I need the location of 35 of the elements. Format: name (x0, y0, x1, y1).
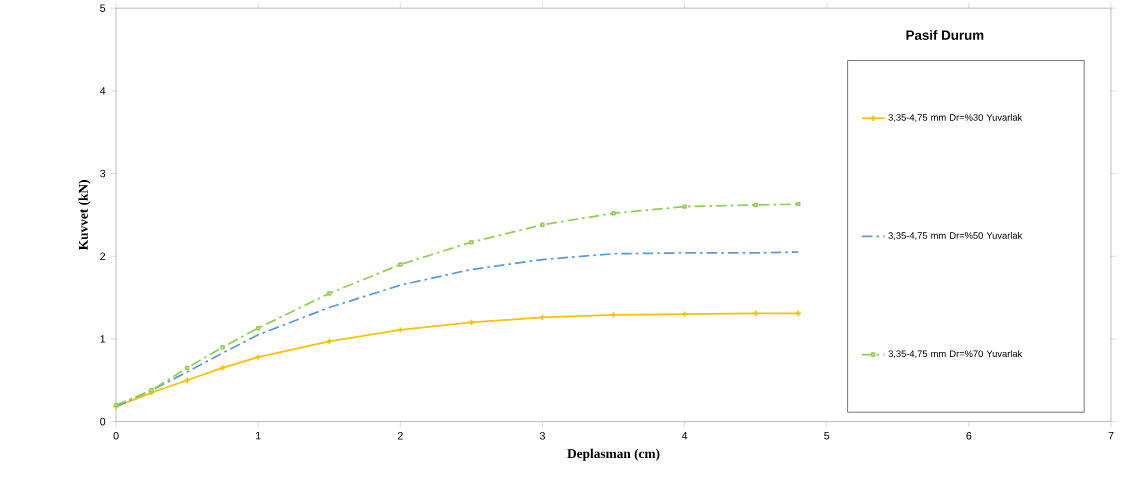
legend-label: 3,35-4,75 mm Dr=%70 Yuvarlak (888, 350, 1023, 359)
point (255, 325, 261, 331)
point (540, 222, 545, 228)
point (219, 364, 227, 372)
point (611, 211, 616, 216)
point (183, 376, 191, 384)
point (753, 202, 758, 208)
y-tick-label: 4 (99, 87, 106, 95)
y-tick-label: 2 (100, 252, 106, 260)
point (398, 262, 403, 267)
point (184, 365, 190, 371)
y-tick-label: 5 (100, 4, 106, 12)
point (469, 239, 474, 245)
x-tick-label: 4 (681, 432, 688, 440)
y-axis-title: Kuvvet (kN) (78, 180, 91, 251)
x-tick-label: 6 (966, 432, 972, 440)
y-tick-label: 0 (100, 417, 106, 426)
legend-label: 3,35-4,75 mm Dr=%30 Yuvarlak (888, 113, 1023, 122)
x-tick-label: 5 (824, 432, 830, 440)
x-axis-title: Deplasman (cm) (567, 448, 660, 461)
y-tick-label: 1 (100, 335, 106, 343)
y-tick-label: 3 (100, 169, 106, 178)
legend-title: Pasif Durum (906, 30, 984, 40)
point (149, 388, 154, 393)
x-tick-label: 3 (539, 432, 545, 440)
x-tick-label: 0 (113, 432, 119, 440)
point (220, 345, 225, 350)
point (796, 201, 801, 207)
legend-label: 3,35-4,75 mm Dr=%50 Yuvarlak (888, 232, 1023, 240)
x-tick-label: 2 (397, 432, 403, 440)
x-tick-label: 1 (256, 432, 261, 440)
point (254, 353, 262, 361)
point (682, 204, 687, 209)
x-tick-label: 7 (1108, 432, 1114, 440)
point (327, 291, 332, 296)
